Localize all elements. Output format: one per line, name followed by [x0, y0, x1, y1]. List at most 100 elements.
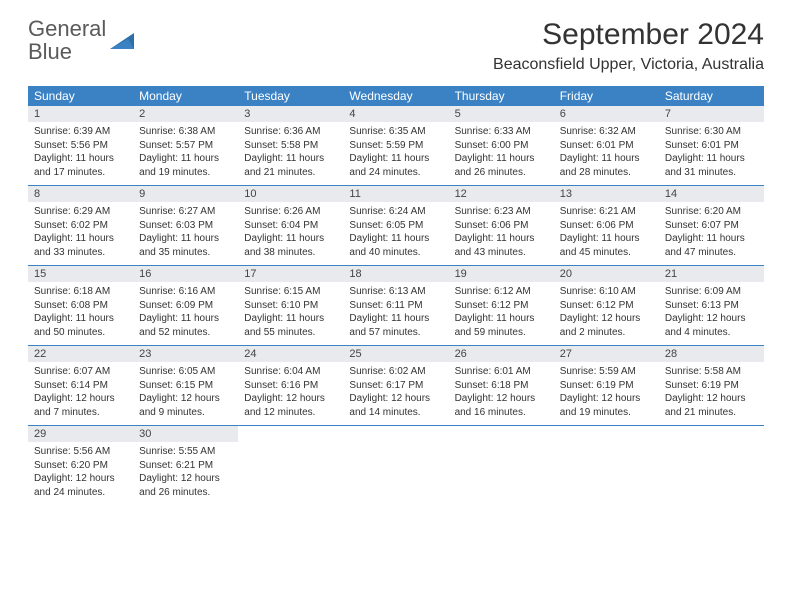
- week-row: 15Sunrise: 6:18 AMSunset: 6:08 PMDayligh…: [28, 266, 764, 346]
- sunset-text: Sunset: 6:14 PM: [34, 379, 127, 393]
- sunrise-text: Sunrise: 6:04 AM: [244, 365, 337, 379]
- day-cell: [554, 426, 659, 505]
- sunset-text: Sunset: 6:01 PM: [665, 139, 758, 153]
- sunrise-text: Sunrise: 6:10 AM: [560, 285, 653, 299]
- sunset-text: Sunset: 6:19 PM: [665, 379, 758, 393]
- day-cell: 19Sunrise: 6:12 AMSunset: 6:12 PMDayligh…: [449, 266, 554, 345]
- daylight-text: Daylight: 11 hours and 17 minutes.: [34, 152, 127, 179]
- day-body: Sunrise: 5:59 AMSunset: 6:19 PMDaylight:…: [554, 362, 659, 425]
- daylight-text: Daylight: 11 hours and 45 minutes.: [560, 232, 653, 259]
- weeks-container: 1Sunrise: 6:39 AMSunset: 5:56 PMDaylight…: [28, 106, 764, 505]
- day-body: Sunrise: 6:36 AMSunset: 5:58 PMDaylight:…: [238, 122, 343, 185]
- daylight-text: Daylight: 12 hours and 24 minutes.: [34, 472, 127, 499]
- sunset-text: Sunset: 6:06 PM: [560, 219, 653, 233]
- sunset-text: Sunset: 6:12 PM: [455, 299, 548, 313]
- day-number: 5: [449, 106, 554, 122]
- day-body: Sunrise: 6:07 AMSunset: 6:14 PMDaylight:…: [28, 362, 133, 425]
- day-number: 20: [554, 266, 659, 282]
- day-body: Sunrise: 6:18 AMSunset: 6:08 PMDaylight:…: [28, 282, 133, 345]
- day-body: Sunrise: 6:09 AMSunset: 6:13 PMDaylight:…: [659, 282, 764, 345]
- day-cell: 28Sunrise: 5:58 AMSunset: 6:19 PMDayligh…: [659, 346, 764, 425]
- sunset-text: Sunset: 6:12 PM: [560, 299, 653, 313]
- day-number: 23: [133, 346, 238, 362]
- daylight-text: Daylight: 11 hours and 24 minutes.: [349, 152, 442, 179]
- logo-word2: Blue: [28, 39, 72, 64]
- day-cell: [449, 426, 554, 505]
- daylight-text: Daylight: 11 hours and 28 minutes.: [560, 152, 653, 179]
- day-cell: 26Sunrise: 6:01 AMSunset: 6:18 PMDayligh…: [449, 346, 554, 425]
- day-body: Sunrise: 6:13 AMSunset: 6:11 PMDaylight:…: [343, 282, 448, 345]
- sunrise-text: Sunrise: 6:39 AM: [34, 125, 127, 139]
- day-body: Sunrise: 6:16 AMSunset: 6:09 PMDaylight:…: [133, 282, 238, 345]
- day-number: 8: [28, 186, 133, 202]
- daylight-text: Daylight: 12 hours and 2 minutes.: [560, 312, 653, 339]
- day-number: 30: [133, 426, 238, 442]
- day-cell: 12Sunrise: 6:23 AMSunset: 6:06 PMDayligh…: [449, 186, 554, 265]
- sunrise-text: Sunrise: 6:23 AM: [455, 205, 548, 219]
- sunset-text: Sunset: 5:56 PM: [34, 139, 127, 153]
- day-body: Sunrise: 6:02 AMSunset: 6:17 PMDaylight:…: [343, 362, 448, 425]
- day-cell: 23Sunrise: 6:05 AMSunset: 6:15 PMDayligh…: [133, 346, 238, 425]
- sunrise-text: Sunrise: 6:38 AM: [139, 125, 232, 139]
- sunrise-text: Sunrise: 6:29 AM: [34, 205, 127, 219]
- daylight-text: Daylight: 12 hours and 12 minutes.: [244, 392, 337, 419]
- day-body: Sunrise: 6:15 AMSunset: 6:10 PMDaylight:…: [238, 282, 343, 345]
- day-body: Sunrise: 5:56 AMSunset: 6:20 PMDaylight:…: [28, 442, 133, 505]
- day-cell: 22Sunrise: 6:07 AMSunset: 6:14 PMDayligh…: [28, 346, 133, 425]
- day-cell: [343, 426, 448, 505]
- sunset-text: Sunset: 6:03 PM: [139, 219, 232, 233]
- sunrise-text: Sunrise: 6:20 AM: [665, 205, 758, 219]
- dayname-mon: Monday: [133, 86, 238, 106]
- daylight-text: Daylight: 11 hours and 47 minutes.: [665, 232, 758, 259]
- sunset-text: Sunset: 6:21 PM: [139, 459, 232, 473]
- day-cell: 9Sunrise: 6:27 AMSunset: 6:03 PMDaylight…: [133, 186, 238, 265]
- day-body: Sunrise: 6:01 AMSunset: 6:18 PMDaylight:…: [449, 362, 554, 425]
- sunset-text: Sunset: 6:02 PM: [34, 219, 127, 233]
- sunset-text: Sunset: 6:19 PM: [560, 379, 653, 393]
- logo-word1: General: [28, 16, 106, 41]
- day-cell: 7Sunrise: 6:30 AMSunset: 6:01 PMDaylight…: [659, 106, 764, 185]
- day-number: 22: [28, 346, 133, 362]
- title-block: September 2024 Beaconsfield Upper, Victo…: [493, 18, 764, 74]
- day-number: 7: [659, 106, 764, 122]
- day-cell: 14 Sunrise: 6:20 AMSunset: 6:07 PMDayligh…: [659, 186, 764, 265]
- day-body: Sunrise: 5:58 AMSunset: 6:19 PMDaylight:…: [659, 362, 764, 425]
- day-body: Sunrise: 6:10 AMSunset: 6:12 PMDaylight:…: [554, 282, 659, 345]
- sunrise-text: Sunrise: 6:16 AM: [139, 285, 232, 299]
- daylight-text: Daylight: 11 hours and 19 minutes.: [139, 152, 232, 179]
- day-body: Sunrise: 6:24 AMSunset: 6:05 PMDaylight:…: [343, 202, 448, 265]
- sunrise-text: Sunrise: 6:15 AM: [244, 285, 337, 299]
- day-number: 24: [238, 346, 343, 362]
- sunrise-text: Sunrise: 6:36 AM: [244, 125, 337, 139]
- day-number: 13: [554, 186, 659, 202]
- day-body: Sunrise: 6:04 AMSunset: 6:16 PMDaylight:…: [238, 362, 343, 425]
- day-body: Sunrise: 6:35 AMSunset: 5:59 PMDaylight:…: [343, 122, 448, 185]
- sunrise-text: Sunrise: 5:56 AM: [34, 445, 127, 459]
- day-cell: 29Sunrise: 5:56 AMSunset: 6:20 PMDayligh…: [28, 426, 133, 505]
- sunset-text: Sunset: 6:10 PM: [244, 299, 337, 313]
- day-body: Sunrise: 6:39 AMSunset: 5:56 PMDaylight:…: [28, 122, 133, 185]
- sunset-text: Sunset: 6:15 PM: [139, 379, 232, 393]
- day-number: 25: [343, 346, 448, 362]
- dayname-thu: Thursday: [449, 86, 554, 106]
- sunset-text: Sunset: 6:07 PM: [665, 219, 758, 233]
- daylight-text: Daylight: 12 hours and 21 minutes.: [665, 392, 758, 419]
- daylight-text: Daylight: 12 hours and 26 minutes.: [139, 472, 232, 499]
- day-number: 21: [659, 266, 764, 282]
- day-body: Sunrise: 6:38 AMSunset: 5:57 PMDaylight:…: [133, 122, 238, 185]
- sunrise-text: Sunrise: 6:18 AM: [34, 285, 127, 299]
- sunrise-text: Sunrise: 6:07 AM: [34, 365, 127, 379]
- day-number: 28: [659, 346, 764, 362]
- page-container: General Blue September 2024 Beaconsfield…: [0, 0, 792, 523]
- day-number: 29: [28, 426, 133, 442]
- sunrise-text: Sunrise: 6:27 AM: [139, 205, 232, 219]
- day-cell: 16Sunrise: 6:16 AMSunset: 6:09 PMDayligh…: [133, 266, 238, 345]
- sunset-text: Sunset: 6:16 PM: [244, 379, 337, 393]
- day-body: Sunrise: 6:21 AMSunset: 6:06 PMDaylight:…: [554, 202, 659, 265]
- day-cell: 21Sunrise: 6:09 AMSunset: 6:13 PMDayligh…: [659, 266, 764, 345]
- day-body: Sunrise: 6:05 AMSunset: 6:15 PMDaylight:…: [133, 362, 238, 425]
- calendar: Sunday Monday Tuesday Wednesday Thursday…: [28, 86, 764, 505]
- day-number: 14: [659, 186, 764, 202]
- daylight-text: Daylight: 11 hours and 40 minutes.: [349, 232, 442, 259]
- sunset-text: Sunset: 6:09 PM: [139, 299, 232, 313]
